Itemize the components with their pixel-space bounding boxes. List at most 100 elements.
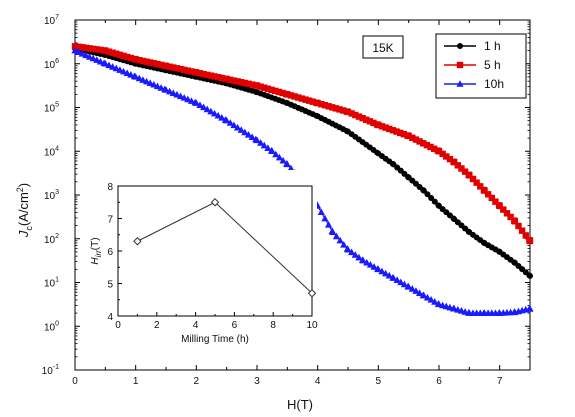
inset-y-tick-label: 4 xyxy=(107,312,113,323)
y-tick-label: 100 xyxy=(44,320,59,333)
legend-label: 5 h xyxy=(484,58,501,72)
data-point xyxy=(359,256,367,264)
data-point xyxy=(203,105,211,113)
inset-point xyxy=(133,237,142,246)
data-point xyxy=(423,293,432,301)
data-point xyxy=(318,100,325,108)
data-point xyxy=(382,269,390,277)
data-point xyxy=(409,134,416,141)
x-tick-label: 0 xyxy=(72,376,78,387)
data-point xyxy=(507,213,514,221)
data-point xyxy=(348,248,356,256)
data-point xyxy=(279,89,286,97)
data-point xyxy=(515,222,522,230)
data-point xyxy=(272,87,279,95)
data-point xyxy=(420,140,427,147)
data-point xyxy=(526,304,534,312)
data-point xyxy=(210,109,219,117)
data-point xyxy=(450,158,458,166)
data-point xyxy=(344,108,352,116)
data-point xyxy=(218,74,226,82)
data-point xyxy=(97,46,104,54)
y-tick-label: 103 xyxy=(44,189,59,202)
data-point xyxy=(279,156,287,164)
data-point xyxy=(405,283,413,290)
data-point xyxy=(366,261,375,268)
data-point xyxy=(226,119,234,126)
data-point xyxy=(132,56,139,63)
y-tick-label: 102 xyxy=(44,233,59,246)
data-point xyxy=(157,61,165,69)
data-point xyxy=(188,68,195,75)
data-point xyxy=(136,56,143,64)
data-point xyxy=(223,75,230,83)
data-point xyxy=(355,253,363,261)
inset-chart: 0 2 4 6 8 10 4 5 6 7 8 Milling Time (h) Hirr(T) xyxy=(85,170,318,353)
data-point xyxy=(211,73,218,80)
series-2 xyxy=(71,46,534,316)
data-point xyxy=(412,287,420,294)
x-tick-label: 6 xyxy=(436,376,442,387)
data-point xyxy=(458,165,465,172)
x-tick-label: 3 xyxy=(254,376,260,387)
data-point xyxy=(332,232,341,240)
data-point xyxy=(244,131,253,138)
x-tick-label: 2 xyxy=(194,376,200,387)
data-point xyxy=(492,198,499,205)
data-point xyxy=(314,99,321,107)
data-point xyxy=(295,94,302,101)
inset-x-tick-label: 10 xyxy=(306,320,318,331)
data-point xyxy=(233,123,242,131)
data-point xyxy=(253,82,261,89)
legend: 1 h 5 h 10h xyxy=(435,33,527,99)
data-point xyxy=(275,153,284,161)
data-point xyxy=(366,118,374,125)
data-point xyxy=(461,168,469,175)
data-point xyxy=(378,123,386,130)
data-point xyxy=(102,47,109,54)
y-tick-label: 107 xyxy=(44,14,59,27)
data-point xyxy=(511,218,519,225)
data-point xyxy=(264,85,272,92)
x-axis-title: H(T) xyxy=(287,397,313,412)
data-point xyxy=(339,107,347,114)
data-point xyxy=(120,52,127,60)
data-point xyxy=(214,74,222,81)
data-point xyxy=(477,183,484,190)
data-point xyxy=(71,43,79,50)
data-point xyxy=(454,162,462,169)
data-point xyxy=(431,298,439,305)
data-point xyxy=(204,71,211,79)
data-point xyxy=(386,125,393,133)
data-point xyxy=(184,67,192,74)
data-point xyxy=(234,78,241,85)
data-point xyxy=(154,60,161,68)
data-point xyxy=(443,153,450,160)
data-point xyxy=(177,65,184,73)
data-point xyxy=(173,65,181,72)
data-point xyxy=(90,45,97,53)
data-point xyxy=(116,51,124,59)
data-point xyxy=(275,88,283,96)
data-point xyxy=(166,63,173,70)
data-point xyxy=(424,191,431,198)
data-point xyxy=(397,278,405,286)
data-point xyxy=(484,191,492,198)
data-point xyxy=(431,198,438,205)
inset-x-tick-label: 6 xyxy=(232,320,238,331)
data-point xyxy=(283,160,291,168)
data-point xyxy=(385,271,393,279)
data-point xyxy=(329,228,337,235)
data-point xyxy=(348,110,355,117)
data-point xyxy=(305,97,313,104)
inset-y-tick-label: 6 xyxy=(107,247,113,258)
data-point xyxy=(143,58,150,65)
inset-y-tick-label: 8 xyxy=(107,182,113,193)
data-point xyxy=(196,70,204,77)
y-axis-title-subscript: c xyxy=(24,226,34,231)
data-point xyxy=(352,111,359,119)
data-point xyxy=(257,139,265,146)
data-point xyxy=(420,291,428,299)
inset-x-axis-title: Milling Time (h) xyxy=(181,334,249,345)
data-point xyxy=(393,276,401,284)
